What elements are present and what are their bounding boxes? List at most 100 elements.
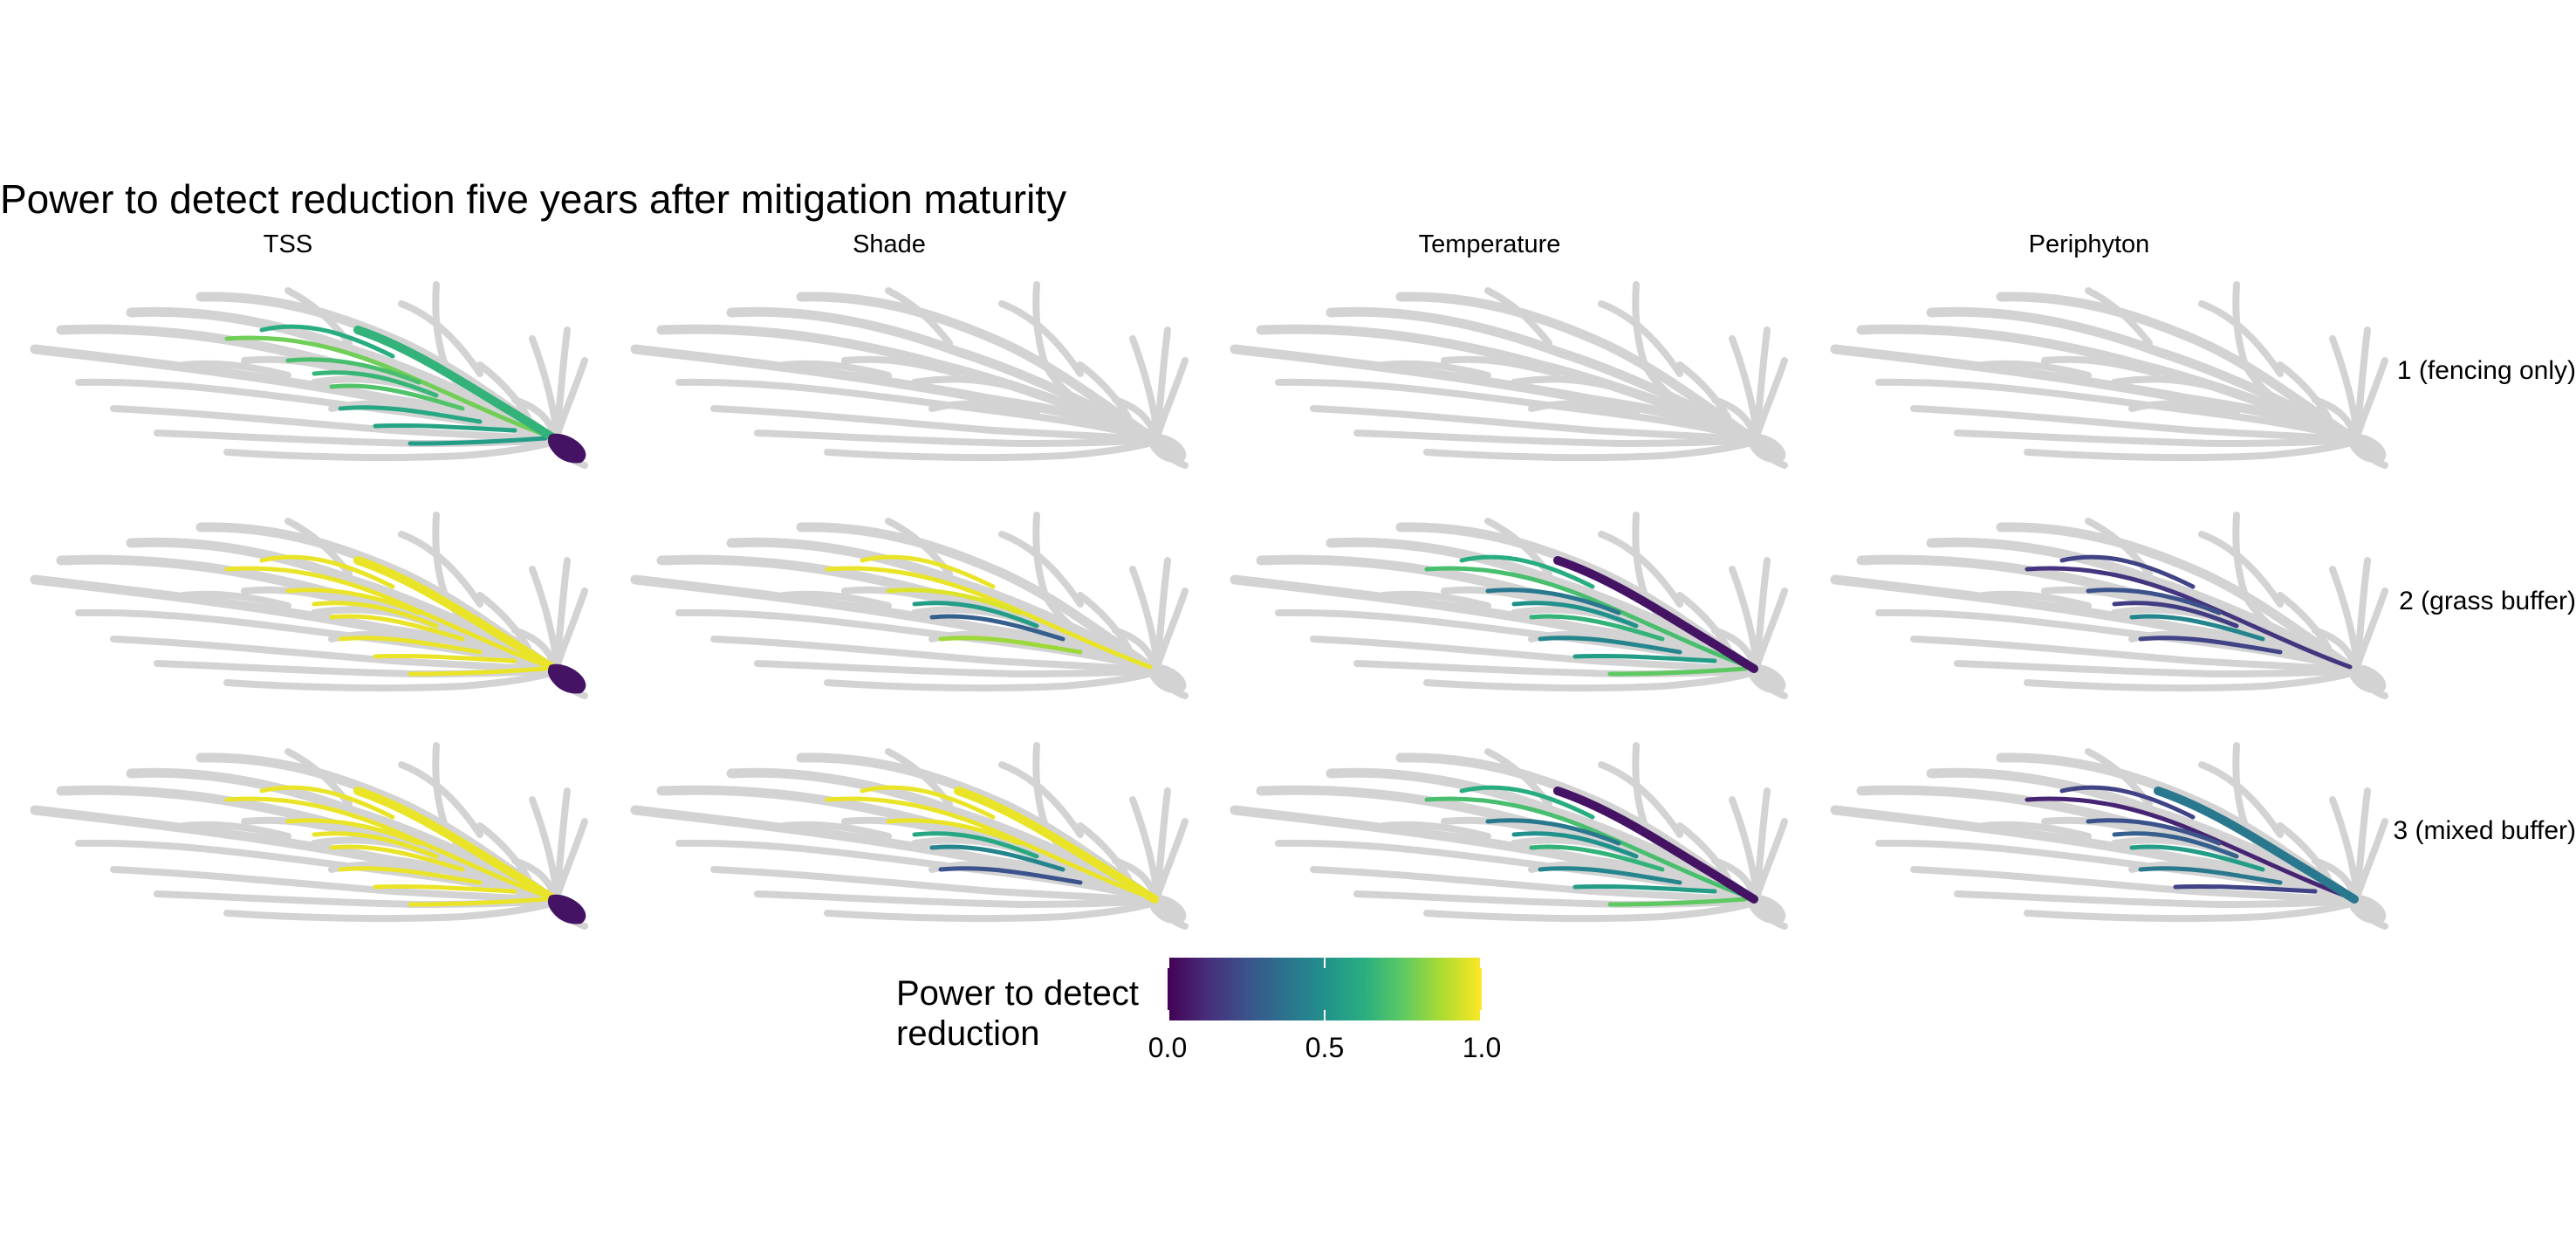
stream-segment (2329, 796, 2360, 899)
row-header-mixed-buffer: 3 (mixed buffer) (2393, 816, 2576, 845)
figure-title: Power to detect reduction five years aft… (0, 176, 1067, 222)
row-header-fencing-only: 1 (fencing only) (2396, 356, 2576, 385)
stream-segment (2353, 357, 2388, 440)
stream-segment (398, 761, 483, 838)
outlet-area (547, 663, 586, 694)
power-reach (285, 818, 421, 846)
power-reach (1511, 831, 1639, 859)
stream-segment (710, 636, 1158, 674)
stream-segment (1676, 361, 1731, 421)
power-reach (2086, 588, 2222, 615)
power-reach (408, 436, 548, 446)
stream-segment (2024, 669, 2358, 692)
outlet-area (547, 433, 586, 464)
stream-segment (2277, 361, 2332, 421)
power-reach (825, 796, 1153, 900)
stream-segment (2198, 531, 2284, 608)
stream-segment (2128, 400, 2240, 416)
power-reach (338, 636, 483, 655)
stream-segment (710, 405, 1158, 443)
power-reach (860, 785, 996, 820)
power-reach (1485, 818, 1621, 846)
stream-segment (2353, 818, 2388, 901)
stream-segment (110, 866, 558, 904)
power-reach (1424, 566, 1752, 670)
stream-segment (180, 821, 291, 840)
stream-segment (1423, 669, 1757, 692)
column-header-temperature: Temperature (1418, 230, 1561, 258)
legend-title-line2: reduction (896, 1014, 1040, 1053)
catchment-panel (1230, 512, 1788, 699)
stream-segment (1310, 636, 1757, 674)
stream-segment (1310, 866, 1757, 904)
stream-segment (529, 796, 560, 899)
stream-segment (1980, 821, 2092, 840)
stream-segment (824, 669, 1158, 692)
power-reach (329, 614, 465, 642)
stream-segment (710, 866, 1158, 904)
stream-segment (1077, 822, 1132, 882)
stream-segment (553, 588, 588, 670)
power-reach (2112, 831, 2239, 859)
stream-segment (1395, 292, 1755, 442)
power-reach (938, 866, 1083, 885)
stream-segment (1954, 890, 2358, 909)
stream-segment (998, 761, 1084, 838)
stream-segment (2111, 375, 2231, 395)
power-reach (285, 588, 421, 615)
stream-segment (2041, 355, 2162, 377)
power-trunk (1553, 556, 1758, 673)
power-reach (2129, 614, 2265, 642)
power-reach (2138, 636, 2283, 655)
stream-segment (1441, 355, 1561, 377)
power-reach (373, 653, 517, 663)
catchment-panel (30, 742, 588, 930)
power-reach (408, 897, 548, 907)
stream-segment (1753, 818, 1788, 901)
stream-segment (223, 669, 558, 692)
stream-segment (2024, 899, 2358, 923)
stream-segment (529, 335, 560, 438)
power-reach (929, 614, 1065, 642)
stream-segment (1380, 590, 1491, 609)
power-reach (224, 335, 552, 439)
stream-segment (1996, 522, 2355, 672)
power-reach (224, 796, 552, 900)
stream-segment (2329, 566, 2360, 669)
stream-segment (2277, 592, 2332, 651)
power-reach (1607, 897, 1748, 907)
stream-segment (1077, 361, 1132, 421)
legend-tickmark-0-bottom (1168, 1010, 1169, 1021)
power-reach (2024, 566, 2353, 670)
stream-segment (754, 660, 1158, 678)
power-reach (912, 601, 1039, 629)
stream-segment (1154, 588, 1189, 670)
stream-segment (180, 360, 291, 379)
stream-segment (754, 890, 1158, 909)
outlet-area (1747, 433, 1786, 464)
power-trunk (353, 787, 558, 904)
power-trunk (353, 326, 558, 443)
power-reach (929, 844, 1065, 872)
stream-segment (1353, 430, 1757, 448)
stream-segment (1256, 324, 1755, 442)
stream-segment (1154, 818, 1189, 901)
stream-segment (998, 300, 1084, 377)
stream-segment (1856, 324, 2355, 442)
stream-segment (841, 355, 962, 377)
power-reach (329, 383, 465, 411)
stream-segment (1910, 636, 2358, 674)
catchment-panel (1830, 512, 2388, 699)
power-trunk (954, 787, 1159, 904)
power-reach (2129, 844, 2265, 872)
power-reach (1459, 554, 1595, 589)
catchment-panel (1230, 742, 1788, 930)
power-reach (373, 883, 517, 894)
stream-segment (1676, 822, 1731, 882)
power-reach (886, 588, 1022, 615)
power-reach (2086, 818, 2222, 846)
power-reach (1607, 666, 1748, 677)
stream-segment (398, 300, 483, 377)
stream-segment (2198, 761, 2284, 838)
